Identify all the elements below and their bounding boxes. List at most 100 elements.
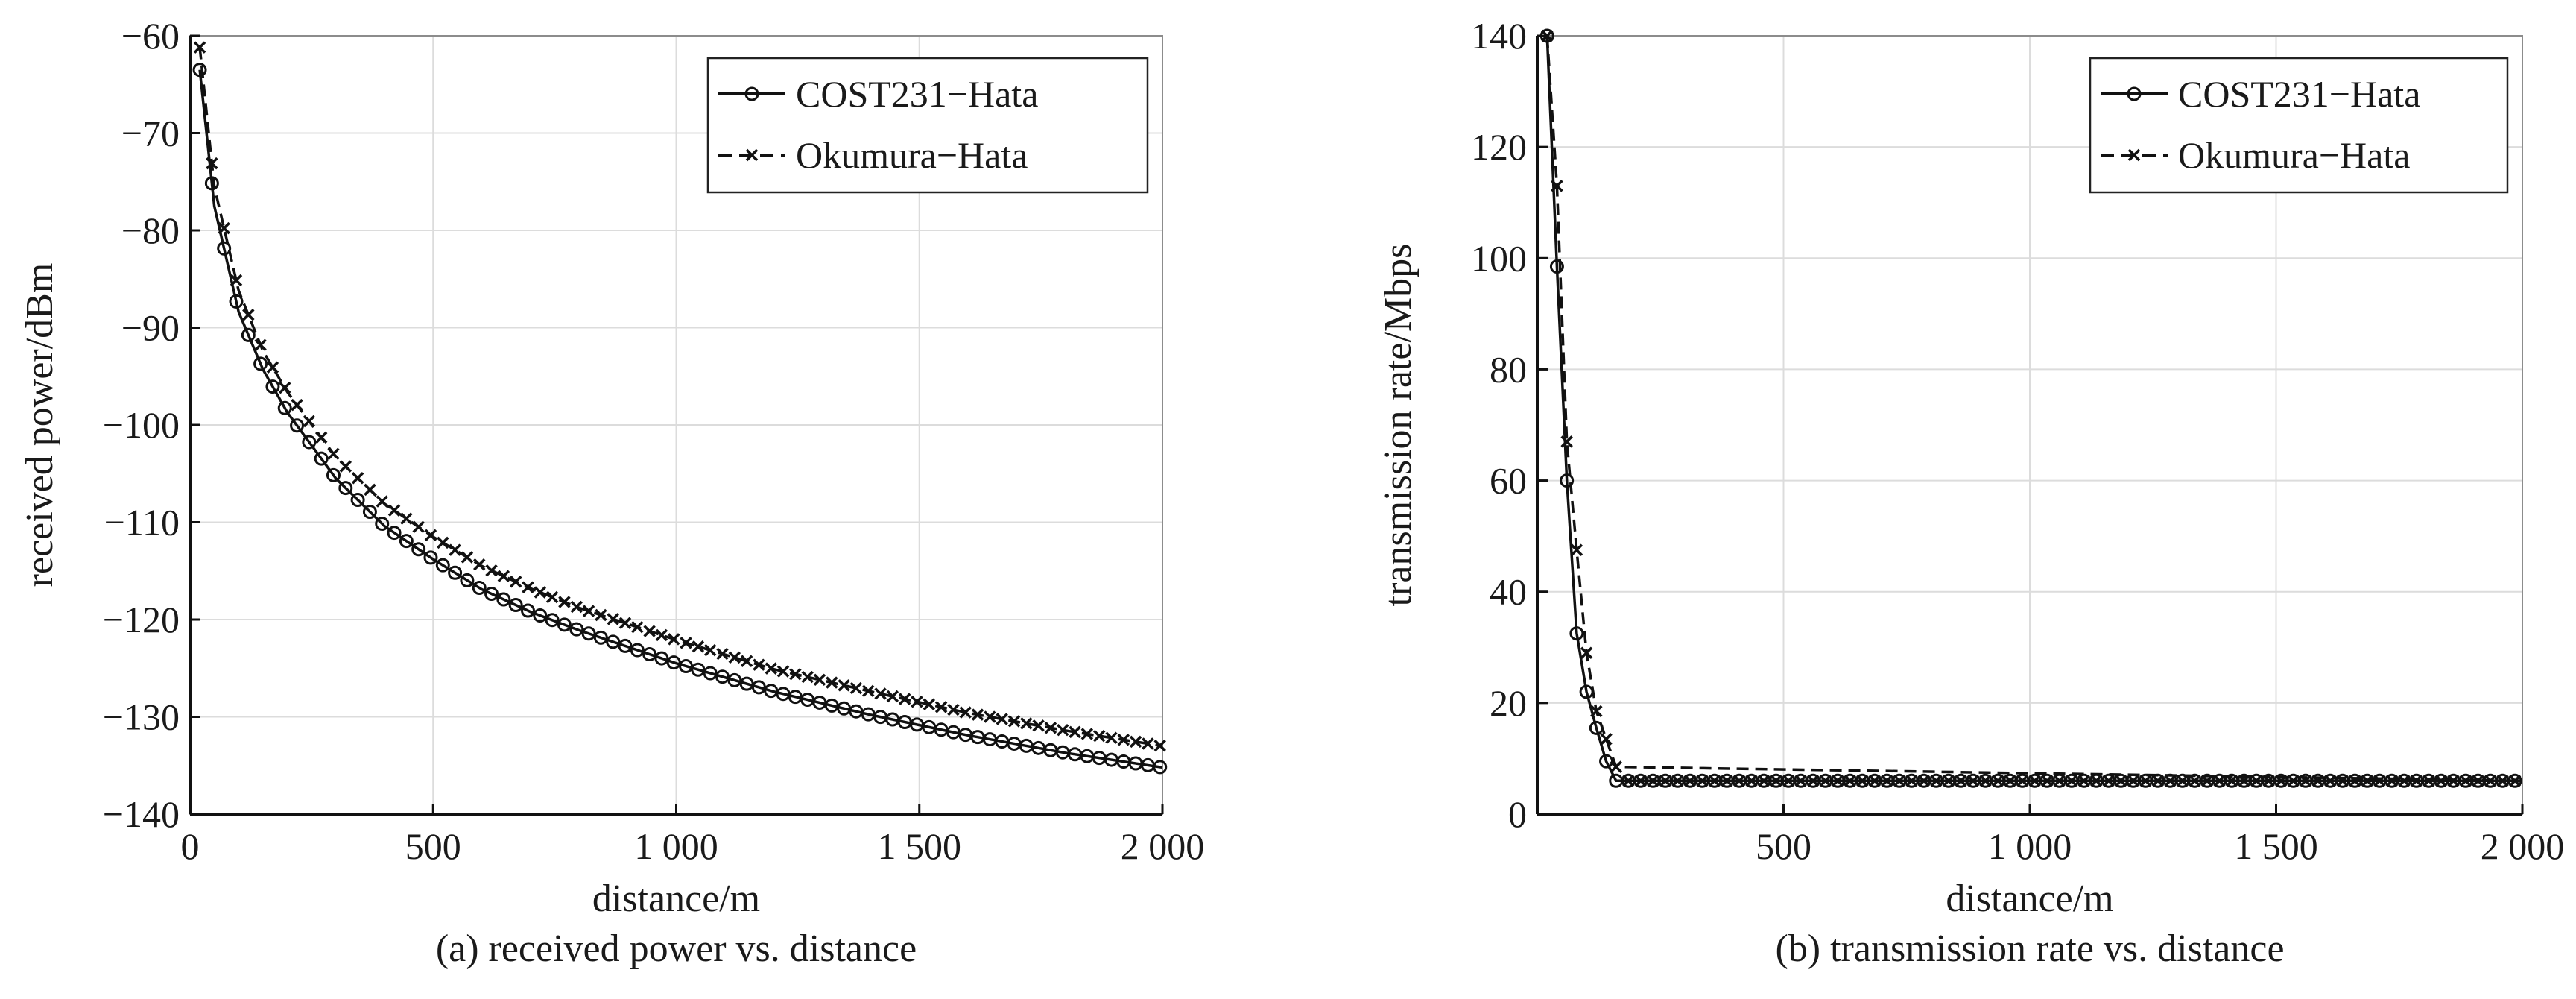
data-point	[218, 221, 230, 235]
data-point	[1683, 775, 1697, 787]
data-point	[1991, 775, 2004, 787]
data-point	[1032, 719, 1045, 732]
data-point	[350, 493, 365, 508]
data-point	[789, 668, 802, 681]
data-point	[399, 534, 414, 549]
data-point	[2065, 775, 2078, 787]
data-point	[1622, 775, 1635, 787]
data-point	[448, 565, 463, 580]
data-point	[1080, 728, 1094, 740]
data-point	[485, 564, 498, 577]
data-point	[1129, 735, 1142, 749]
y-tick-label: 100	[1471, 237, 1527, 279]
x-tick-label: 1 000	[1988, 825, 2072, 867]
data-point	[545, 590, 559, 604]
x-tick-label: 0	[181, 825, 200, 867]
data-point	[692, 640, 705, 653]
data-point	[1732, 775, 1746, 787]
legend-label: COST231−Hata	[796, 73, 1038, 115]
data-point	[522, 581, 534, 593]
data-point	[533, 608, 548, 623]
data-point	[1868, 775, 1882, 787]
data-point	[1020, 717, 1033, 730]
y-tick-label: 80	[1490, 348, 1527, 390]
data-point	[230, 274, 243, 287]
y-tick-label: −140	[103, 793, 180, 835]
data-point	[375, 517, 390, 532]
data-point	[2373, 775, 2386, 787]
series-line	[1545, 35, 2522, 783]
data-point	[739, 676, 754, 691]
data-point	[1634, 775, 1648, 787]
data-point	[411, 542, 426, 557]
data-point	[1044, 722, 1057, 734]
data-point	[2151, 775, 2165, 787]
x-tick-label: 500	[1756, 825, 1811, 867]
data-point	[947, 703, 960, 716]
data-point	[727, 672, 742, 687]
data-point	[2508, 775, 2522, 787]
data-point	[2274, 775, 2288, 787]
data-point	[642, 647, 657, 662]
chart-caption: (b) transmission rate vs. distance	[1775, 927, 2284, 970]
data-point	[362, 505, 377, 520]
data-point	[1979, 775, 1992, 787]
y-tick-label: −70	[121, 113, 180, 154]
data-point	[534, 586, 547, 599]
data-point	[2090, 775, 2103, 787]
data-point	[703, 643, 717, 657]
data-point	[630, 643, 645, 658]
data-point	[2053, 775, 2066, 787]
data-point	[400, 512, 413, 525]
y-tick-label: −60	[121, 15, 180, 57]
data-point	[1806, 775, 1820, 787]
data-point	[874, 687, 887, 700]
data-point	[217, 241, 232, 256]
data-point	[728, 651, 741, 664]
data-point	[934, 701, 948, 713]
data-point	[2287, 775, 2300, 787]
data-point	[2410, 775, 2423, 787]
data-point	[2385, 775, 2399, 787]
data-point	[1966, 775, 1980, 787]
data-point	[242, 309, 255, 321]
data-point	[959, 706, 972, 719]
data-point	[1930, 775, 1943, 787]
data-point	[2115, 775, 2127, 787]
x-tick-label: 1 500	[2234, 825, 2318, 867]
data-point	[996, 713, 1008, 725]
data-point	[509, 575, 522, 588]
data-point	[2213, 775, 2226, 787]
data-point	[971, 708, 984, 721]
y-axis-label: received power/dBm	[19, 263, 61, 587]
data-point	[2299, 775, 2312, 787]
data-point	[631, 620, 644, 634]
data-point	[387, 504, 401, 517]
data-point	[2472, 775, 2484, 787]
x-axis-label: distance/m	[1946, 877, 2113, 920]
data-point	[984, 710, 996, 723]
data-point	[412, 520, 425, 534]
data-point	[291, 398, 303, 412]
data-point	[508, 598, 523, 613]
data-point	[2139, 775, 2152, 787]
data-point	[2262, 775, 2275, 787]
data-point	[2176, 775, 2189, 787]
data-point	[1893, 775, 1906, 787]
data-point	[2164, 775, 2177, 787]
data-point	[2496, 775, 2509, 787]
data-point	[545, 613, 560, 628]
y-tick-label: 60	[1490, 460, 1527, 502]
data-point	[2102, 775, 2115, 787]
y-tick-label: −120	[103, 599, 180, 640]
data-point	[2028, 775, 2041, 787]
data-point	[314, 451, 329, 466]
data-point	[520, 603, 535, 618]
legend-marker	[745, 148, 759, 162]
data-point	[266, 361, 279, 374]
data-point	[461, 551, 474, 564]
data-point	[595, 608, 607, 622]
data-point	[703, 666, 718, 681]
data-point	[2422, 775, 2435, 787]
data-point	[715, 669, 730, 684]
